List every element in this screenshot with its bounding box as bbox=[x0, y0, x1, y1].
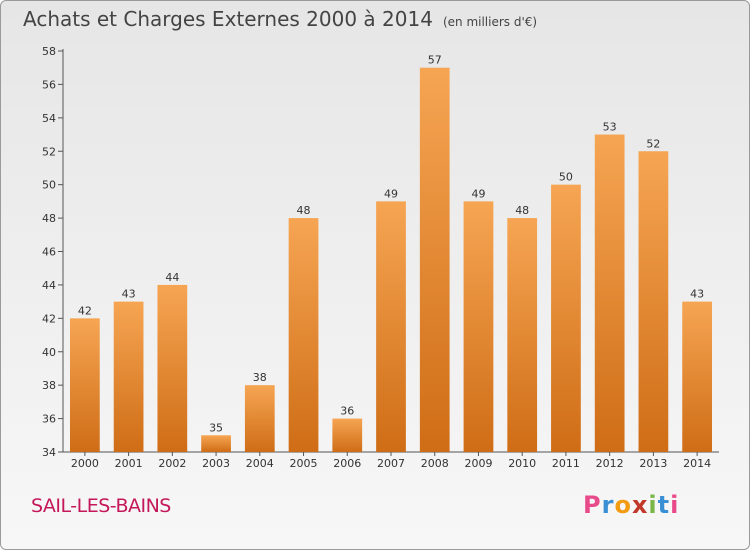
y-tick-label: 46 bbox=[42, 246, 56, 259]
x-tick-label: 2010 bbox=[508, 457, 536, 470]
x-tick-label: 2007 bbox=[377, 457, 405, 470]
bar bbox=[332, 418, 363, 452]
bar bbox=[201, 435, 231, 452]
y-tick-label: 38 bbox=[42, 379, 56, 392]
bar bbox=[288, 218, 319, 452]
place-name: SAIL-LES-BAINS bbox=[31, 495, 171, 517]
chart-subtitle: (en milliers d'€) bbox=[442, 15, 538, 29]
bar bbox=[376, 201, 406, 452]
y-tick-label: 54 bbox=[42, 112, 56, 125]
x-tick-label: 2006 bbox=[333, 457, 361, 470]
proxiti-logo: Proxiti bbox=[583, 491, 680, 519]
x-tick-label: 2008 bbox=[421, 457, 449, 470]
y-tick-label: 34 bbox=[42, 446, 56, 459]
bar bbox=[69, 318, 100, 452]
bar bbox=[507, 218, 538, 452]
data-label: 48 bbox=[515, 204, 529, 217]
bar bbox=[419, 67, 450, 452]
x-tick-label: 2013 bbox=[639, 457, 667, 470]
y-tick-label: 50 bbox=[42, 179, 56, 192]
y-tick-label: 48 bbox=[42, 212, 56, 225]
data-label: 57 bbox=[428, 54, 442, 67]
x-tick-label: 2014 bbox=[683, 457, 711, 470]
data-label: 48 bbox=[297, 204, 311, 217]
x-tick-label: 2011 bbox=[552, 457, 580, 470]
data-label: 43 bbox=[690, 288, 704, 301]
data-label: 53 bbox=[603, 121, 617, 134]
x-tick-label: 2000 bbox=[71, 457, 99, 470]
chart-title: Achats et Charges Externes 2000 à 2014 (e… bbox=[23, 7, 537, 31]
y-tick-label: 52 bbox=[42, 145, 56, 158]
chart-title-text: Achats et Charges Externes 2000 à 2014 bbox=[23, 7, 433, 31]
data-label: 50 bbox=[559, 171, 573, 184]
x-tick-label: 2001 bbox=[115, 457, 143, 470]
data-label: 35 bbox=[209, 421, 223, 434]
data-label: 49 bbox=[471, 187, 485, 200]
x-tick-label: 2004 bbox=[246, 457, 274, 470]
x-tick-label: 2012 bbox=[596, 457, 624, 470]
x-tick-label: 2005 bbox=[290, 457, 318, 470]
y-tick-label: 58 bbox=[42, 45, 56, 58]
y-tick-label: 42 bbox=[42, 312, 56, 325]
bar bbox=[157, 284, 188, 452]
data-label: 49 bbox=[384, 187, 398, 200]
x-tick-label: 2003 bbox=[202, 457, 230, 470]
bar bbox=[551, 184, 581, 452]
y-tick-label: 36 bbox=[42, 413, 56, 426]
x-tick-label: 2002 bbox=[158, 457, 186, 470]
bar bbox=[638, 151, 669, 452]
bar bbox=[594, 134, 625, 452]
data-label: 43 bbox=[122, 288, 136, 301]
data-label: 42 bbox=[78, 304, 92, 317]
bar bbox=[244, 385, 275, 452]
data-label: 36 bbox=[340, 405, 354, 418]
bar bbox=[113, 301, 144, 452]
bar bbox=[463, 201, 494, 452]
x-tick-label: 2009 bbox=[464, 457, 492, 470]
data-label: 52 bbox=[646, 137, 660, 150]
data-label: 44 bbox=[165, 271, 179, 284]
y-tick-label: 56 bbox=[42, 78, 56, 91]
y-tick-label: 44 bbox=[42, 279, 56, 292]
y-tick-label: 40 bbox=[42, 346, 56, 359]
data-label: 38 bbox=[253, 371, 267, 384]
bar bbox=[682, 301, 713, 452]
